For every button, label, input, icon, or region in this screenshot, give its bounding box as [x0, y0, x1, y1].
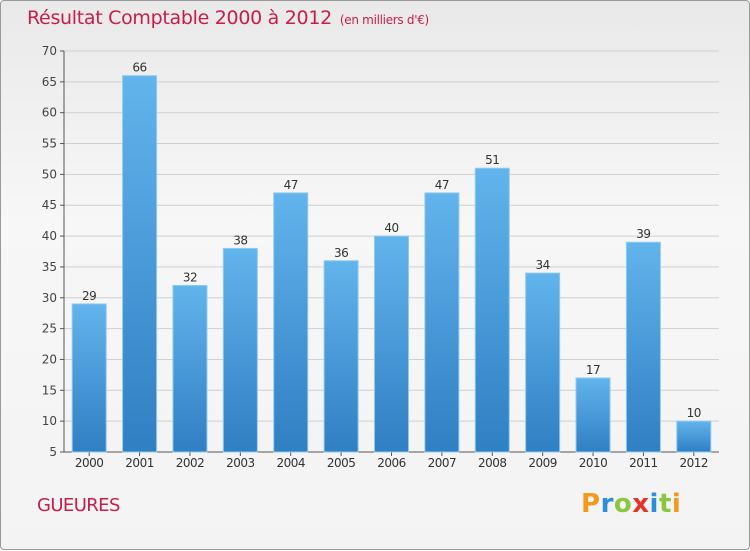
- bar: [374, 235, 409, 453]
- x-tick-label: 2007: [428, 456, 457, 470]
- logo-letter: x: [632, 489, 650, 519]
- bar: [424, 192, 460, 453]
- y-tick-label: 10: [42, 414, 57, 428]
- y-tick-label: 45: [42, 198, 57, 212]
- x-tick-label: 2004: [276, 456, 305, 470]
- bar-value-label: 32: [183, 270, 197, 284]
- chart-title-text: Résultat Comptable 2000 à 2012: [27, 7, 332, 29]
- x-tick-label: 2005: [327, 456, 356, 470]
- bar-value-label: 40: [384, 221, 398, 235]
- y-tick-label: 15: [42, 383, 57, 397]
- logo-letter: o: [613, 489, 633, 519]
- x-tick-label: 2002: [176, 456, 205, 470]
- chart-title: Résultat Comptable 2000 à 2012 (en millie…: [27, 7, 429, 29]
- bar: [71, 303, 107, 453]
- bar-value-label: 17: [586, 363, 600, 377]
- x-tick-label: 2006: [377, 456, 406, 470]
- y-tick-label: 50: [42, 167, 57, 181]
- bar: [474, 167, 510, 453]
- proxiti-logo: Proxiti: [581, 489, 681, 519]
- bars: [71, 75, 712, 453]
- bar: [172, 284, 208, 453]
- y-tick-label: 35: [42, 260, 57, 274]
- bar: [323, 260, 359, 453]
- bar-value-label: 29: [82, 289, 96, 303]
- logo-letter: i: [671, 489, 682, 519]
- x-tick-label: 2010: [579, 456, 608, 470]
- bar: [222, 247, 258, 453]
- bar: [676, 420, 712, 453]
- y-tick-label: 20: [42, 352, 57, 366]
- bar: [525, 272, 561, 453]
- bar: [273, 192, 309, 453]
- logo-letter: P: [581, 489, 601, 519]
- bar-value-label: 47: [435, 178, 449, 192]
- y-tick-label: 40: [42, 229, 57, 243]
- bar: [575, 377, 611, 453]
- bar-value-label: 51: [485, 153, 499, 167]
- x-tick-label: 2000: [75, 456, 104, 470]
- bar-value-label: 34: [536, 258, 550, 272]
- bar-value-label: 10: [687, 406, 701, 420]
- bar: [122, 75, 158, 453]
- logo-letter: t: [658, 489, 672, 519]
- y-tick-label: 70: [42, 44, 57, 58]
- x-tick-label: 2011: [629, 456, 658, 470]
- bar: [625, 241, 661, 453]
- x-tick-label: 2003: [226, 456, 255, 470]
- bar-value-label: 38: [233, 233, 247, 247]
- x-tick-label: 2001: [125, 456, 154, 470]
- y-tick-label: 25: [42, 322, 57, 336]
- bar-value-label: 36: [334, 246, 348, 260]
- y-tick-label: 55: [42, 137, 57, 151]
- y-tick-label: 5: [49, 445, 57, 459]
- bar-value-label: 66: [132, 61, 146, 75]
- x-tick-label: 2008: [478, 456, 507, 470]
- x-tick-label: 2009: [528, 456, 557, 470]
- labels: 5 10 15 20 25 30 35 40 45 50 55 60 65 70 29 2000 66 2001 3…: [42, 44, 709, 470]
- x-tick-label: 2012: [680, 456, 709, 470]
- y-tick-label: 30: [42, 291, 57, 305]
- logo-letter: i: [649, 489, 659, 519]
- bar-value-label: 39: [636, 227, 650, 241]
- y-tick-label: 60: [42, 106, 57, 120]
- logo-letter: r: [600, 489, 614, 519]
- bar-value-label: 47: [284, 178, 298, 192]
- location-name: GUEURES: [37, 495, 120, 516]
- y-tick-label: 65: [42, 75, 57, 89]
- chart-unit: (en milliers d'€): [339, 13, 429, 27]
